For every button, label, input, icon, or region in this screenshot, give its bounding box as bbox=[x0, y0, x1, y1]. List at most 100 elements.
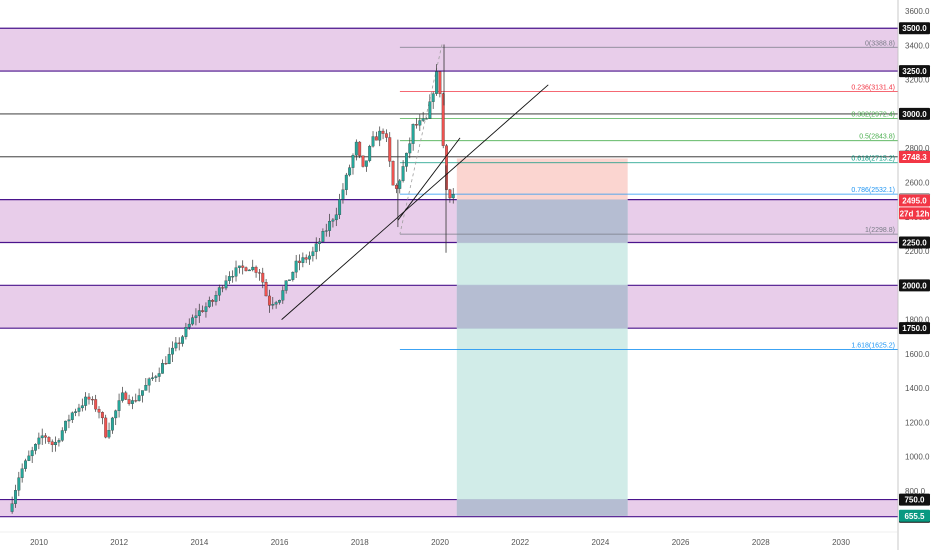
candle-body bbox=[120, 392, 124, 401]
candle-body bbox=[428, 101, 432, 119]
candle-body bbox=[394, 184, 398, 189]
candle-body bbox=[87, 396, 91, 400]
candle-body bbox=[438, 71, 442, 94]
position-target-area bbox=[456, 199, 628, 516]
candle-body bbox=[378, 130, 382, 141]
x-tick-label: 2028 bbox=[752, 538, 770, 547]
candle-body bbox=[164, 363, 168, 365]
candle-body bbox=[77, 407, 81, 412]
candle-body bbox=[50, 441, 54, 446]
price-badge bbox=[899, 322, 930, 335]
candle-body bbox=[20, 468, 24, 478]
price-badge-text: 3500.0 bbox=[902, 24, 927, 33]
y-tick-label: 1400.0 bbox=[905, 384, 930, 393]
candle-body bbox=[241, 265, 245, 268]
price-badge bbox=[899, 107, 930, 120]
candle-body bbox=[224, 280, 228, 289]
candle-body bbox=[308, 255, 311, 260]
candle-body bbox=[201, 310, 205, 312]
candle-body bbox=[130, 400, 134, 404]
candle-body bbox=[44, 435, 47, 438]
candle-body bbox=[141, 390, 144, 396]
candle-body bbox=[124, 392, 128, 400]
candle-body bbox=[411, 124, 415, 144]
candle-body bbox=[291, 271, 295, 280]
candle-body bbox=[301, 257, 305, 263]
fib-anchor-line bbox=[399, 44, 443, 235]
candle-body bbox=[304, 257, 308, 260]
position-zone-overlap bbox=[456, 285, 628, 329]
trendline bbox=[397, 137, 461, 221]
candle-body bbox=[445, 145, 448, 190]
fib-level-label: 0(3388.8) bbox=[865, 40, 895, 47]
candle-body bbox=[354, 141, 358, 156]
candle-body bbox=[361, 155, 365, 167]
candle-body bbox=[431, 93, 435, 102]
candle-body bbox=[374, 136, 378, 141]
candle-body bbox=[161, 363, 164, 374]
y-tick-label: 3200.0 bbox=[905, 76, 930, 85]
zone-fill bbox=[0, 28, 898, 72]
candle-body bbox=[294, 260, 298, 273]
price-badge bbox=[899, 236, 930, 249]
candle-body bbox=[67, 419, 71, 422]
x-tick-label: 2018 bbox=[351, 538, 369, 547]
candle-body bbox=[104, 417, 108, 438]
candle-body bbox=[274, 302, 278, 305]
candle-body bbox=[147, 378, 151, 386]
candle-body bbox=[231, 276, 235, 278]
price-badge-text: 2250.0 bbox=[902, 238, 927, 247]
candle-body bbox=[167, 354, 171, 364]
candle-body bbox=[381, 130, 385, 134]
price-badge bbox=[899, 22, 930, 35]
candle-body bbox=[318, 241, 322, 244]
fib-level-label: 0.236(3131.4) bbox=[851, 84, 895, 91]
candle-body bbox=[194, 315, 198, 318]
candle-body bbox=[267, 295, 271, 306]
y-tick-label: 3600.0 bbox=[905, 7, 930, 16]
fib-level-label: 0.5(2843.8) bbox=[859, 134, 895, 141]
candle-body bbox=[247, 269, 251, 272]
candle-body bbox=[261, 272, 265, 283]
candle-body bbox=[221, 287, 225, 289]
fib-level-label: 0.618(2715.2) bbox=[851, 156, 895, 163]
candle-body bbox=[341, 189, 345, 200]
candle-body bbox=[204, 306, 208, 312]
zones-layer bbox=[0, 27, 898, 518]
position-zone-overlap bbox=[456, 199, 628, 243]
candle-body bbox=[288, 279, 291, 281]
price-badge-text: 2495.0 bbox=[902, 196, 927, 205]
y-tick-label: 2800.0 bbox=[905, 144, 930, 153]
x-tick-label: 2030 bbox=[832, 538, 850, 547]
y-tick-label: 1800.0 bbox=[905, 316, 930, 325]
candle-body bbox=[47, 437, 51, 442]
candle-body bbox=[84, 396, 88, 406]
price-badge-text: 3000.0 bbox=[902, 110, 927, 119]
y-tick-label: 2600.0 bbox=[905, 178, 930, 187]
candle-body bbox=[331, 219, 335, 222]
candle-body bbox=[30, 450, 34, 457]
candle-body bbox=[388, 137, 392, 162]
x-tick-label: 2010 bbox=[30, 538, 48, 547]
candle-body bbox=[184, 327, 188, 337]
candle-body bbox=[368, 145, 372, 161]
candle-body bbox=[34, 444, 37, 451]
candle-body bbox=[418, 120, 422, 126]
trendline bbox=[281, 84, 549, 320]
price-badge bbox=[899, 65, 930, 78]
candle-body bbox=[314, 243, 318, 252]
candle-body bbox=[351, 155, 355, 168]
x-tick-label: 2022 bbox=[511, 538, 529, 547]
x-tick-label: 2026 bbox=[672, 538, 690, 547]
candle-body bbox=[107, 430, 111, 438]
price-badge bbox=[899, 151, 930, 164]
price-badge-text: 655.5 bbox=[904, 512, 925, 521]
fib-level-label: 1(2298.8) bbox=[865, 227, 895, 234]
candle-body bbox=[154, 376, 158, 378]
price-badge-text: 1750.0 bbox=[902, 324, 927, 333]
y-tick-label: 1600.0 bbox=[905, 350, 930, 359]
candle-body bbox=[358, 141, 362, 156]
candle-body bbox=[448, 189, 452, 199]
